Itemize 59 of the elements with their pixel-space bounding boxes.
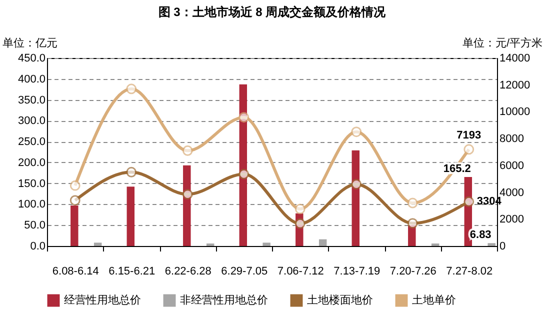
data-label: 7193	[456, 129, 482, 142]
y2-axis-title: 单位：元/平方米	[462, 36, 542, 50]
legend-label: 经营性用地总价	[64, 294, 141, 307]
x-tick-label: 6.29-7.05	[221, 266, 268, 278]
y2-tick-label: 0	[500, 240, 506, 252]
x-tick-label: 7.13-7.19	[334, 266, 380, 278]
y-tick-label: 150.0	[18, 178, 46, 190]
point	[238, 168, 250, 180]
x-tick-label: 7.06-7.12	[277, 266, 324, 278]
y-tick-label: 350.0	[18, 94, 46, 106]
point	[70, 180, 80, 191]
point	[351, 126, 362, 138]
y2-tick-label: 4000	[500, 186, 524, 199]
bar	[94, 242, 102, 246]
point	[126, 84, 137, 94]
point	[294, 218, 306, 229]
y-tick-label: 300.0	[18, 115, 46, 128]
x-tick-label: 7.27-8.02	[446, 266, 493, 278]
point	[464, 196, 474, 207]
y-tick-label: 250.0	[18, 136, 46, 148]
point	[464, 144, 474, 155]
y2-tick-label: 12000	[500, 79, 530, 92]
bar	[488, 243, 496, 246]
point	[70, 195, 80, 206]
legend-label: 土地楼面地价	[307, 294, 373, 307]
y-tick-label: 100.0	[18, 198, 46, 211]
y-tick-label: 450.0	[18, 52, 46, 64]
point	[407, 198, 418, 208]
y-tick-label: 0.0	[30, 240, 46, 252]
x-tick-label: 6.15-6.21	[108, 266, 156, 278]
chart-title: 图 3：土地市场近 8 周成交金额及价格情况	[158, 5, 387, 19]
point	[126, 166, 137, 178]
y2-tick-label: 2000	[500, 214, 524, 226]
data-label: 165.2	[443, 162, 471, 175]
bar	[431, 243, 440, 246]
y-tick-label: 50.0	[24, 220, 46, 232]
y-axis-title: 单位：亿元	[2, 36, 58, 50]
x-tick-label: 7.20-7.26	[390, 266, 436, 278]
y-tick-label: 400.0	[18, 73, 46, 86]
y2-tick-label: 6000	[500, 160, 524, 172]
y2-tick-label: 8000	[500, 133, 524, 146]
bar	[70, 205, 78, 246]
point	[294, 204, 306, 214]
x-tick-label: 6.22-6.28	[164, 266, 212, 278]
legend-label: 土地单价	[412, 294, 456, 307]
y2-tick-label: 14000	[500, 52, 530, 64]
point	[407, 218, 418, 229]
y2-tick-label: 10000	[500, 106, 530, 118]
point	[351, 179, 362, 190]
bar	[206, 243, 214, 246]
bar	[262, 242, 270, 246]
point	[182, 145, 193, 156]
legend-label: 非经营性用地总价	[180, 294, 268, 307]
point	[182, 189, 193, 200]
x-tick-label: 6.08-6.14	[52, 266, 99, 278]
y-tick-label: 200.0	[18, 156, 46, 169]
point	[238, 112, 250, 123]
bar	[126, 186, 135, 246]
bar	[318, 239, 327, 246]
